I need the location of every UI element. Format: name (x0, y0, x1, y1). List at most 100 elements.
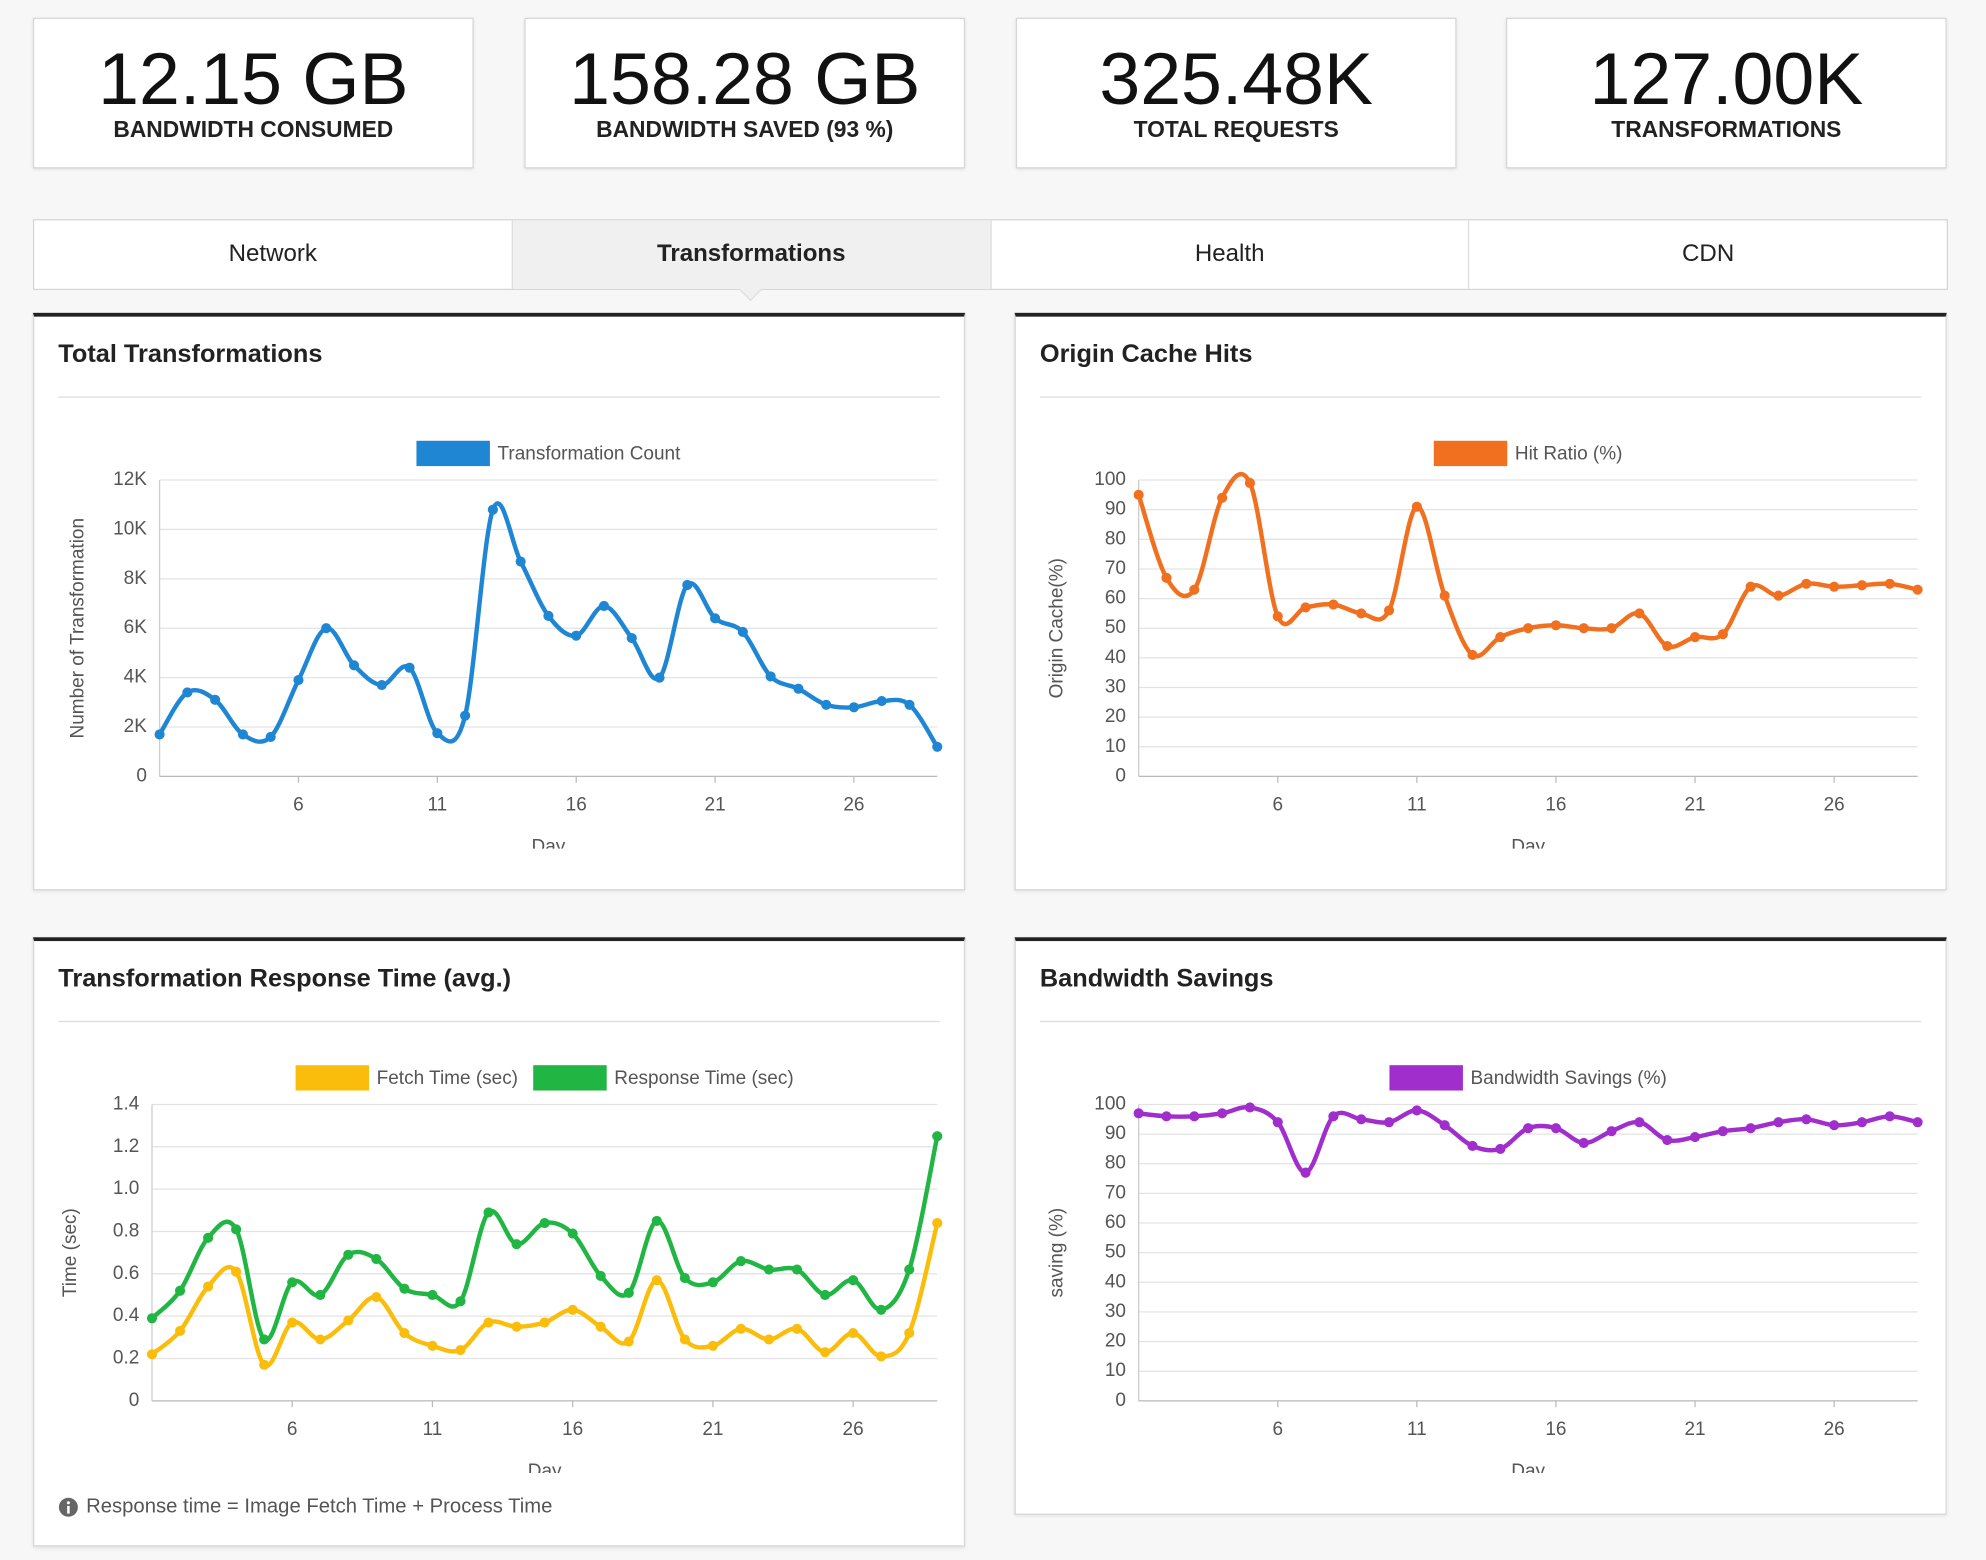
data-point (598, 600, 610, 612)
stat-label: TRANSFORMATIONS (1611, 116, 1842, 142)
data-point (679, 1272, 690, 1284)
x-tick-label: 6 (1272, 1419, 1283, 1440)
divider (58, 396, 940, 398)
data-point (1495, 632, 1506, 643)
y-tick-label: 1.4 (113, 1093, 139, 1114)
data-point (1884, 578, 1895, 589)
stat-label: BANDWIDTH CONSUMED (113, 116, 394, 142)
data-point (1523, 623, 1534, 634)
tab[interactable]: CDN (1468, 220, 1946, 289)
data-point (1717, 1126, 1728, 1137)
data-point (1244, 1102, 1255, 1113)
data-point (1662, 640, 1673, 652)
x-tick-label: 6 (1272, 795, 1283, 816)
y-tick-label: 0.8 (113, 1220, 139, 1241)
data-point (343, 1249, 354, 1260)
data-point (399, 1328, 410, 1339)
data-point (1606, 623, 1617, 634)
data-point (567, 1304, 578, 1315)
data-point (1745, 1123, 1756, 1134)
stat-card: 127.00K TRANSFORMATIONS (1505, 17, 1947, 169)
chart-panel: Total Transformations 0 2K 4K 6K 8K 10K 12K 6 11 1… (32, 312, 966, 891)
y-tick-label: 50 (1105, 1242, 1126, 1263)
footnote-text: Response time = Image Fetch Time + Proce… (86, 1495, 553, 1518)
data-point (432, 728, 443, 739)
data-point (483, 1207, 494, 1218)
y-axis-title: Origin Cache(%) (1047, 558, 1068, 698)
series-line (157, 501, 940, 748)
data-point (763, 1334, 775, 1345)
data-point (231, 1266, 242, 1277)
x-tick-label: 16 (1545, 795, 1566, 816)
data-point (623, 1336, 634, 1347)
data-point (1495, 1143, 1506, 1154)
x-tick-label: 26 (843, 795, 864, 816)
y-tick-label: 0 (1115, 765, 1126, 786)
data-point (682, 579, 693, 591)
data-point (1662, 1134, 1673, 1146)
data-point (820, 1347, 831, 1358)
data-point (1884, 1111, 1895, 1122)
data-point (203, 1281, 214, 1292)
y-axis-title: Time (sec) (60, 1208, 81, 1297)
data-point (1439, 590, 1450, 601)
data-point (315, 1334, 326, 1345)
data-point (1467, 1140, 1478, 1152)
data-point (737, 626, 748, 637)
y-tick-label: 40 (1105, 647, 1126, 668)
data-point (679, 1334, 690, 1345)
data-point (146, 1313, 158, 1324)
data-point (1356, 1114, 1367, 1125)
x-axis-title: Day (1511, 836, 1545, 848)
data-point (287, 1317, 298, 1328)
tab-bar: Network Transformations Health CDN (32, 219, 1949, 291)
tab[interactable]: Network (228, 240, 317, 268)
y-tick-label: 60 (1105, 588, 1126, 609)
data-point (515, 556, 526, 567)
data-point (1244, 477, 1255, 489)
data-point (1856, 1117, 1868, 1128)
data-point (1773, 590, 1784, 601)
data-point (376, 679, 387, 691)
data-point (791, 1264, 803, 1275)
y-tick-label: 10 (1105, 1360, 1126, 1381)
y-tick-label: 90 (1105, 1123, 1126, 1144)
data-point (1356, 608, 1367, 619)
data-point (848, 702, 860, 713)
data-point (182, 687, 193, 698)
y-tick-label: 0 (129, 1390, 140, 1411)
y-tick-label: 20 (1105, 1331, 1126, 1352)
data-point (1189, 1111, 1200, 1122)
data-point (259, 1334, 270, 1345)
tab[interactable]: Health (989, 220, 1468, 289)
data-point (904, 699, 915, 710)
y-tick-label: 2K (124, 716, 148, 737)
panel-title: Total Transformations (58, 340, 323, 369)
x-tick-label: 21 (1684, 795, 1705, 816)
data-point (1578, 623, 1589, 634)
data-point (399, 1283, 410, 1294)
data-point (1133, 1108, 1144, 1119)
data-point (1801, 578, 1812, 589)
y-tick-label: 12K (113, 469, 147, 490)
legend-swatch (295, 1065, 370, 1091)
x-tick-label: 11 (1407, 795, 1427, 816)
data-point (1829, 581, 1840, 592)
y-tick-label: 100 (1094, 1093, 1126, 1114)
data-point (455, 1344, 466, 1356)
data-point (1634, 608, 1645, 619)
data-point (904, 1264, 915, 1275)
data-point (1300, 1167, 1311, 1178)
data-point (1829, 1120, 1840, 1131)
stat-label: BANDWIDTH SAVED (93 %) (596, 116, 894, 142)
data-point (1272, 611, 1283, 622)
data-point (293, 675, 304, 686)
data-point (427, 1289, 438, 1301)
y-tick-label: 30 (1105, 677, 1126, 698)
data-point (174, 1285, 186, 1296)
x-tick-label: 6 (287, 1419, 298, 1440)
data-point (876, 1351, 887, 1362)
stat-card: 12.15 GB BANDWIDTH CONSUMED (32, 17, 474, 169)
legend-label: Fetch Time (sec) (377, 1068, 518, 1089)
tab[interactable]: Transformations (511, 220, 990, 289)
